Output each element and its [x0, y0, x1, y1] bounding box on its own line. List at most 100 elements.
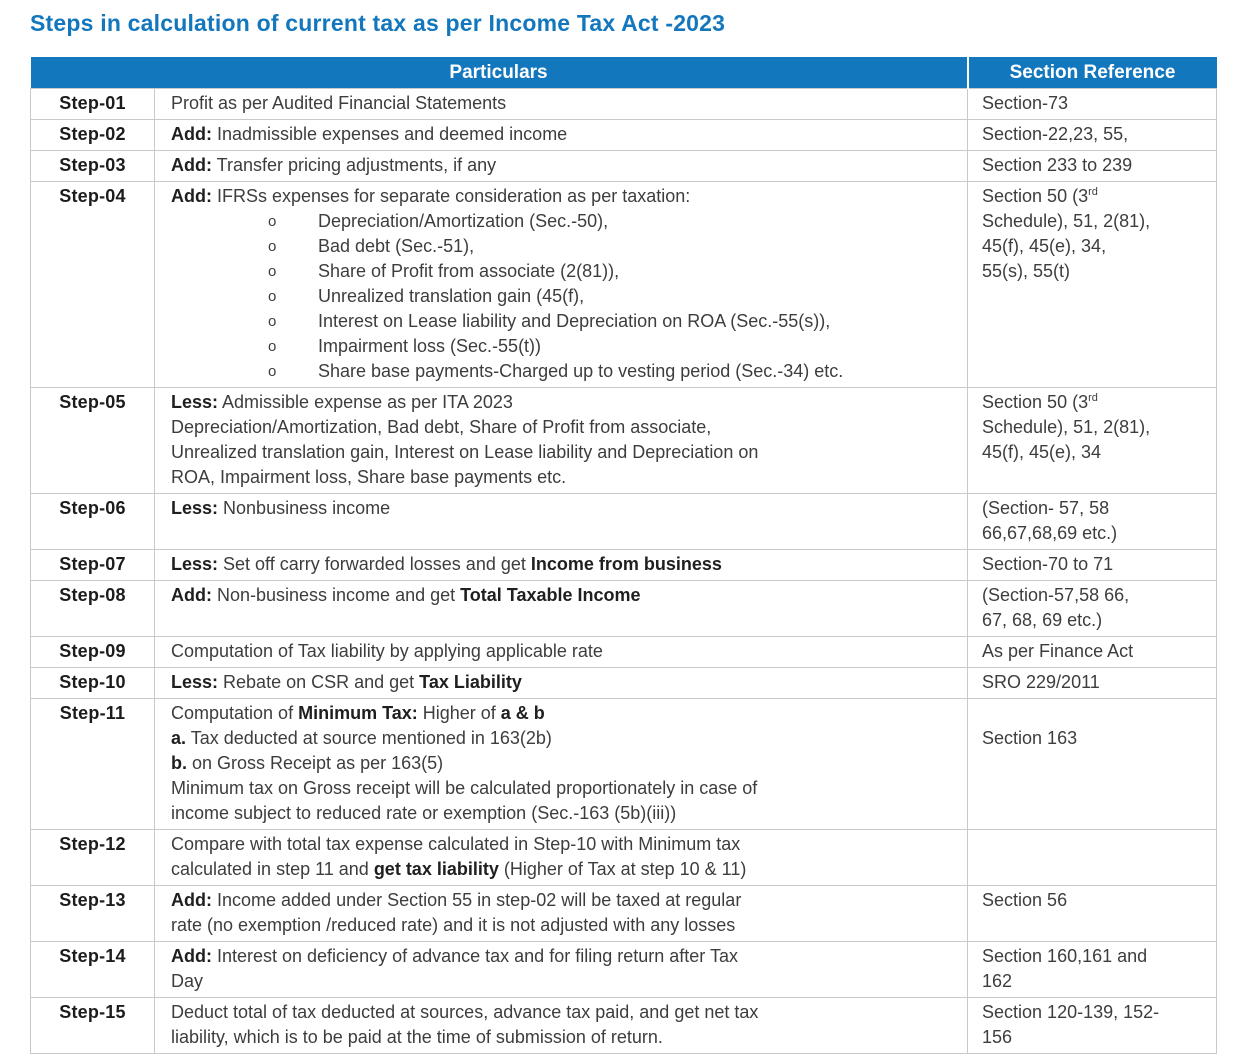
bold-text: Minimum Tax:	[298, 703, 418, 723]
reference-line: As per Finance Act	[982, 639, 1202, 664]
text: 156	[982, 1027, 1013, 1047]
text-line: Add: Inadmissible expenses and deemed in…	[171, 122, 953, 147]
step-label: Step-08	[30, 580, 155, 637]
text: Admissible expense as per ITA 2023	[218, 392, 513, 412]
text: Compare with total tax expense calculate…	[171, 834, 741, 854]
table-row: Step-05 Less: Admissible expense as per I…	[30, 387, 1218, 494]
page-title: Steps in calculation of current tax as p…	[30, 10, 726, 36]
text-line: Computation of Minimum Tax: Higher of a …	[171, 701, 953, 726]
text: Higher of	[417, 703, 501, 723]
particulars-cell: Less: Set off carry forwarded losses and…	[153, 549, 969, 581]
bullet-item: o Share of Profit from associate (2(81)),	[171, 259, 953, 284]
text-line: Less: Admissible expense as per ITA 2023	[171, 390, 953, 415]
step-label: Step-04	[30, 181, 155, 388]
reference-line: Section 163	[982, 726, 1202, 751]
section-reference-cell: Section-70 to 71	[967, 549, 1218, 581]
reference-line: 55(s), 55(t)	[982, 259, 1202, 284]
bullet-text: Unrealized translation gain (45(f),	[318, 286, 585, 306]
bullet-item: o Bad debt (Sec.-51),	[171, 234, 953, 259]
text-line: b. on Gross Receipt as per 163(5)	[171, 751, 953, 776]
reference-line: Section 50 (3rd	[982, 390, 1202, 415]
bold-text: Less:	[171, 392, 219, 412]
text-line: Minimum tax on Gross receipt will be cal…	[171, 776, 953, 801]
section-reference-cell: (Section-57,58 66, 67, 68, 69 etc.)	[967, 580, 1218, 637]
section-reference-cell: SRO 229/2011	[967, 667, 1218, 699]
reference-line: Section 120-139, 152-	[982, 1000, 1202, 1025]
section-reference-cell	[967, 829, 1218, 886]
particulars-cell: Compare with total tax expense calculate…	[153, 829, 969, 886]
text-line: Less: Set off carry forwarded losses and…	[171, 552, 953, 577]
text-line: Deduct total of tax deducted at sources,…	[171, 1000, 953, 1025]
superscript-text: rd	[1088, 392, 1098, 404]
reference-line: Section 50 (3rd	[982, 184, 1202, 209]
text: 45(f), 45(e), 34	[982, 442, 1102, 462]
text: As per Finance Act	[982, 641, 1134, 661]
bold-text: b.	[171, 753, 187, 773]
bullet-item: o Depreciation/Amortization (Sec.-50),	[171, 209, 953, 234]
superscript-text: rd	[1088, 186, 1098, 198]
reference-line: Section-22,23, 55,	[982, 122, 1202, 147]
bold-text: Add:	[171, 155, 212, 175]
bold-text: Less:	[171, 672, 219, 692]
section-reference-cell: (Section- 57, 58 66,67,68,69 etc.)	[967, 493, 1218, 550]
bold-text: Total Taxable Income	[460, 585, 641, 605]
reference-line: Section 233 to 239	[982, 153, 1202, 178]
table-row: Step-12 Compare with total tax expense ca…	[30, 829, 1218, 886]
text: IFRSs expenses for separate consideratio…	[211, 186, 691, 206]
section-reference-cell: Section 163	[967, 698, 1218, 830]
bullet-text: Share of Profit from associate (2(81)),	[318, 261, 620, 281]
step-label: Step-07	[30, 549, 155, 581]
section-reference-cell: Section 233 to 239	[967, 150, 1218, 182]
reference-line: 45(f), 45(e), 34	[982, 440, 1202, 465]
text: Section 50 (3	[982, 392, 1089, 412]
text: Minimum tax on Gross receipt will be cal…	[171, 778, 758, 798]
reference-line: Section-73	[982, 91, 1202, 116]
text: Section 120-139, 152-	[982, 1002, 1160, 1022]
text-line: a. Tax deducted at source mentioned in 1…	[171, 726, 953, 751]
bullet-item: o Share base payments-Charged up to vesti…	[171, 359, 953, 384]
particulars-cell: Computation of Tax liability by applying…	[153, 636, 969, 668]
text-line: liability, which is to be paid at the ti…	[171, 1025, 953, 1050]
bullet-marker: o	[268, 338, 277, 355]
text: 67, 68, 69 etc.)	[982, 610, 1103, 630]
bullet-item: o Unrealized translation gain (45(f),	[171, 284, 953, 309]
bold-text: Add:	[171, 124, 212, 144]
reference-line: Section 160,161 and	[982, 944, 1202, 969]
particulars-cell: Computation of Minimum Tax: Higher of a …	[153, 698, 969, 830]
reference-line: (Section- 57, 58	[982, 496, 1202, 521]
text: income subject to reduced rate or exempt…	[171, 803, 677, 823]
text-line: Unrealized translation gain, Interest on…	[171, 440, 953, 465]
section-reference-cell: Section 56	[967, 885, 1218, 942]
text: Tax deducted at source mentioned in 163(…	[186, 728, 552, 748]
text: Section-22,23, 55,	[982, 124, 1129, 144]
table-row: Step-15 Deduct total of tax deducted at s…	[30, 997, 1218, 1054]
section-reference-cell: Section 50 (3rd Schedule), 51, 2(81), 45(f…	[967, 387, 1218, 494]
text-line: Add: Transfer pricing adjustments, if an…	[171, 153, 953, 178]
particulars-cell: Add: Inadmissible expenses and deemed in…	[153, 119, 969, 151]
text: (Section-57,58 66,	[982, 585, 1130, 605]
step-label: Step-11	[30, 698, 155, 830]
text: ROA, Impairment loss, Share base payment…	[171, 467, 567, 487]
reference-line: 66,67,68,69 etc.)	[982, 521, 1202, 546]
bullet-text: Share base payments-Charged up to vestin…	[318, 361, 844, 381]
table-body: Step-01 Profit as per Audited Financial S…	[30, 88, 1218, 1054]
step-label: Step-15	[30, 997, 155, 1054]
text: 162	[982, 971, 1013, 991]
step-label: Step-10	[30, 667, 155, 699]
text: Section-73	[982, 93, 1069, 113]
step-label: Step-02	[30, 119, 155, 151]
text: Interest on deficiency of advance tax an…	[211, 946, 738, 966]
text-line: Day	[171, 969, 953, 994]
text-line: Less: Nonbusiness income	[171, 496, 953, 521]
reference-line: 45(f), 45(e), 34,	[982, 234, 1202, 259]
step-label: Step-01	[30, 88, 155, 120]
text: (Higher of Tax at step 10 & 11)	[498, 859, 747, 879]
bullet-marker: o	[268, 238, 277, 255]
text: Income added under Section 55 in step-02…	[211, 890, 742, 910]
section-reference-cell: Section 160,161 and 162	[967, 941, 1218, 998]
particulars-cell: Less: Rebate on CSR and get Tax Liabilit…	[153, 667, 969, 699]
text: Non-business income and get	[211, 585, 461, 605]
text-line: Depreciation/Amortization, Bad debt, Sha…	[171, 415, 953, 440]
section-reference-cell: Section-22,23, 55,	[967, 119, 1218, 151]
